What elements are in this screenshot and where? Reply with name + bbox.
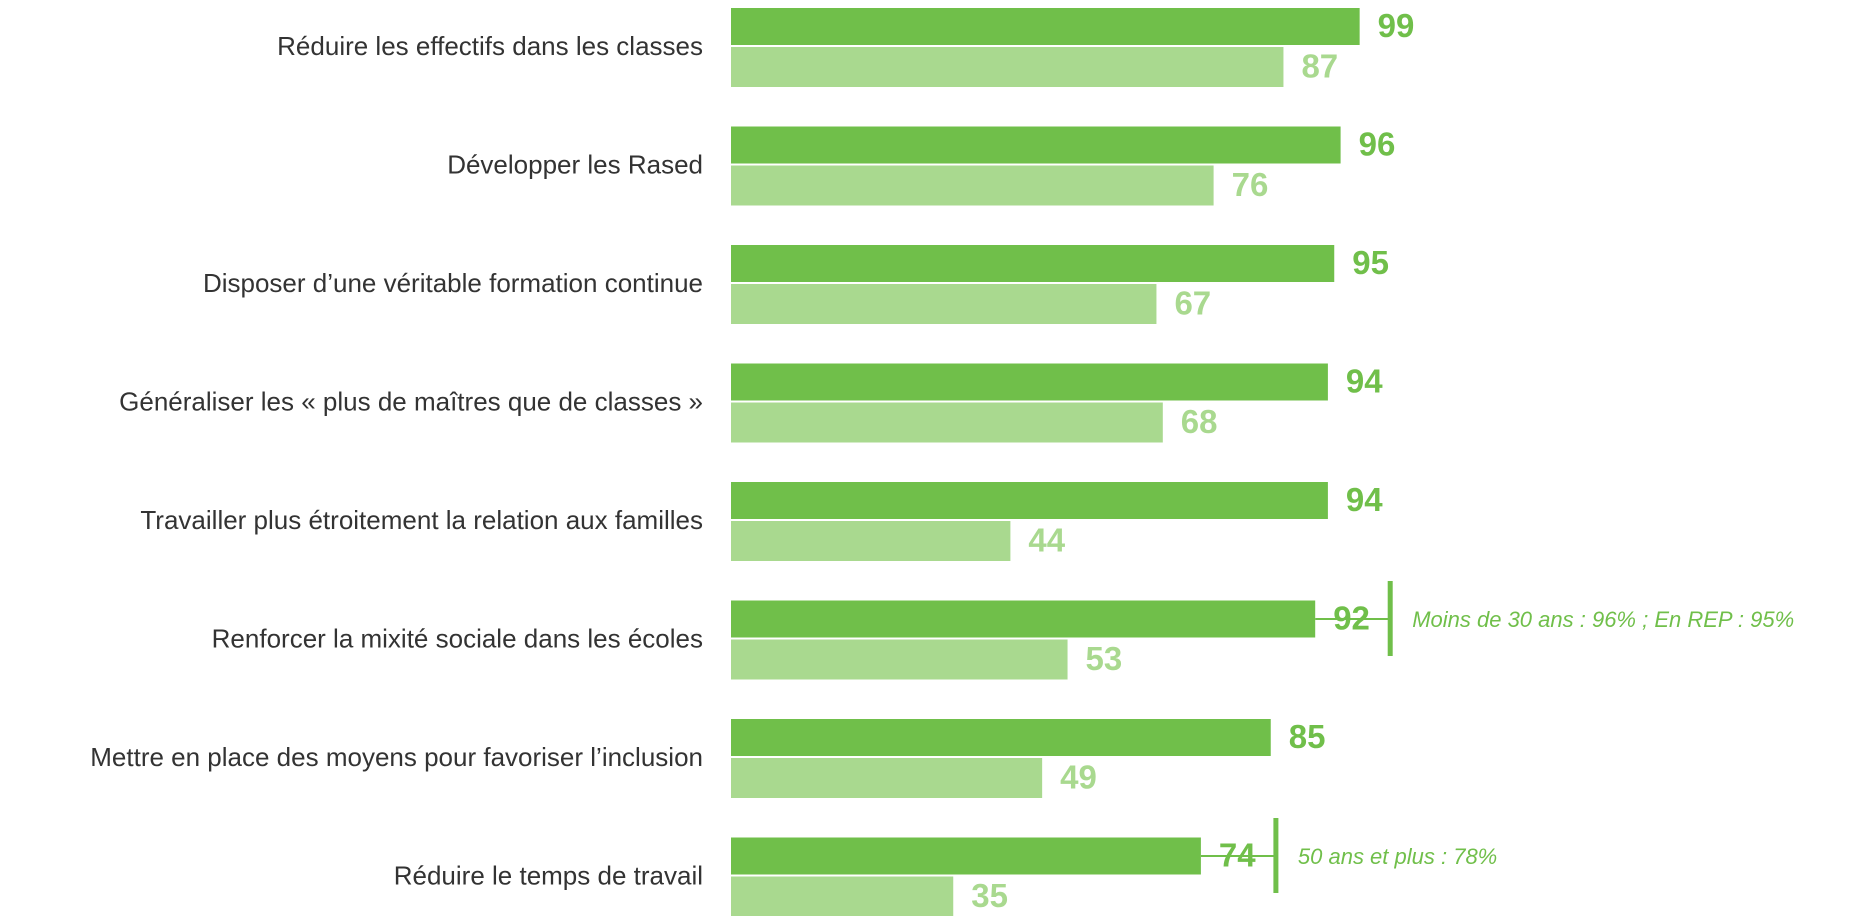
bar — [731, 876, 954, 916]
bar — [731, 719, 1271, 756]
value-label: 76 — [1232, 166, 1269, 203]
annotation: Moins de 30 ans : 96% ; En REP : 95% — [1412, 607, 1794, 632]
bar — [731, 165, 1214, 206]
category-label: Disposer d’une véritable formation conti… — [203, 268, 703, 298]
bar — [731, 8, 1360, 45]
value-label: 94 — [1346, 363, 1383, 400]
category-label: Travailler plus étroitement la relation … — [140, 505, 703, 535]
bar — [731, 758, 1043, 798]
value-label: 35 — [971, 877, 1008, 914]
bar — [731, 402, 1163, 443]
bar — [731, 245, 1335, 282]
bar — [731, 639, 1068, 680]
category-label: Généraliser les « plus de maîtres que de… — [119, 386, 703, 416]
value-label: 53 — [1086, 640, 1123, 677]
value-label: 94 — [1346, 481, 1383, 518]
bar — [731, 363, 1328, 401]
bar — [731, 521, 1011, 561]
bar — [731, 284, 1157, 324]
category-label: Développer les Rased — [447, 149, 703, 179]
value-label: 99 — [1378, 7, 1415, 44]
value-label: 85 — [1289, 718, 1326, 755]
value-label: 67 — [1174, 285, 1211, 322]
category-label: Renforcer la mixité sociale dans les éco… — [212, 623, 703, 653]
value-label: 44 — [1028, 522, 1065, 559]
value-label: 95 — [1352, 244, 1389, 281]
value-label: 96 — [1359, 126, 1396, 163]
bar — [731, 47, 1284, 87]
category-label: Mettre en place des moyens pour favorise… — [90, 742, 703, 772]
bar — [731, 600, 1316, 638]
value-label: 68 — [1181, 403, 1218, 440]
bar — [731, 482, 1328, 519]
value-label: 49 — [1060, 759, 1097, 796]
value-label: 87 — [1301, 48, 1338, 85]
annotation: 50 ans et plus : 78% — [1298, 844, 1497, 869]
category-label: Réduire le temps de travail — [394, 860, 703, 890]
bar — [731, 837, 1201, 875]
bar — [731, 126, 1341, 164]
category-label: Réduire les effectifs dans les classes — [277, 31, 703, 61]
